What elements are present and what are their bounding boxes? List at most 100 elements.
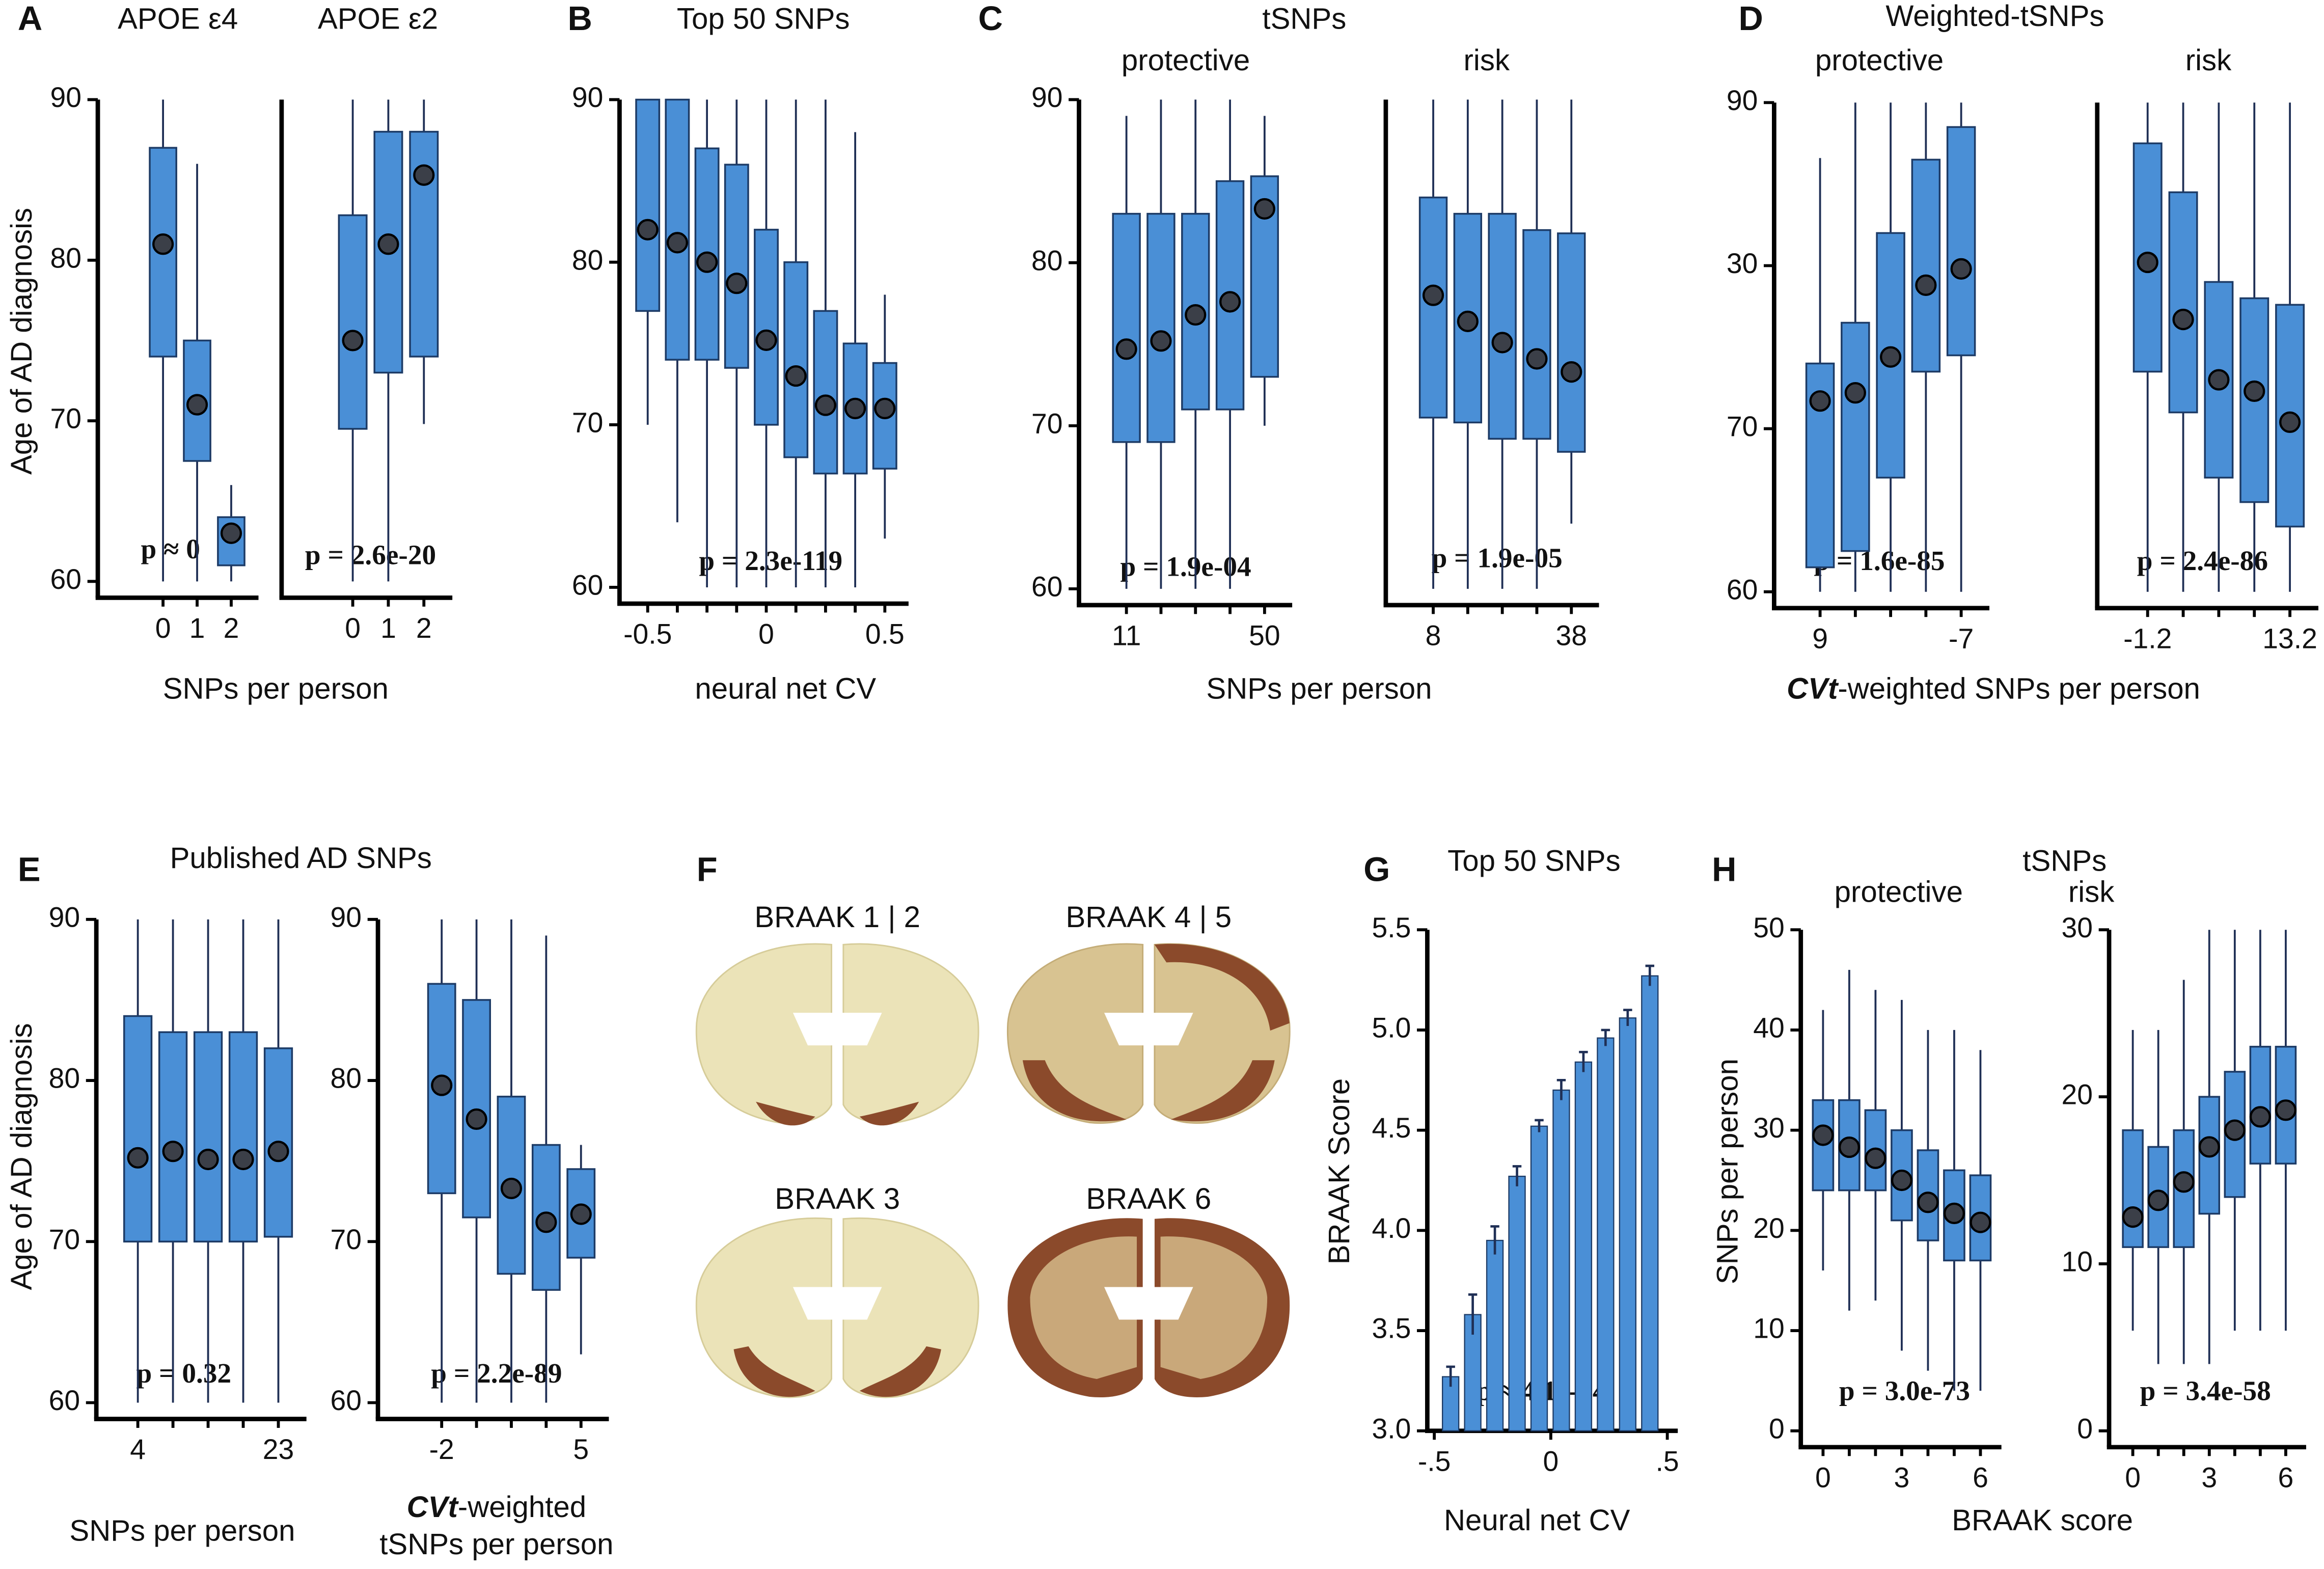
mean-dot <box>1917 1192 1939 1213</box>
p-value: p = 3.0e-73 <box>1839 1375 1970 1406</box>
mean-dot <box>2172 309 2194 331</box>
y-tick-label: 4.0 <box>1372 1212 1411 1244</box>
mean-dot <box>1491 332 1513 354</box>
mean-dot <box>127 1147 149 1169</box>
x-tick-label: 8 <box>1426 620 1441 652</box>
x-axis-label-text: BRAAK score <box>1952 1504 2133 1537</box>
x-axis-label-text: SNPs per person <box>1206 672 1432 706</box>
y-axis-label: BRAAK Score <box>1323 1078 1356 1264</box>
brain-stage-6 <box>1007 1218 1290 1397</box>
box <box>754 229 779 426</box>
x-tick-label: 6 <box>1973 1462 1988 1493</box>
y-tick-label: 20 <box>1753 1212 1784 1244</box>
mean-dot <box>1970 1211 1991 1233</box>
y-tick-label: 5.0 <box>1372 1012 1411 1044</box>
box <box>813 310 838 475</box>
x-tick-label: 5 <box>573 1433 589 1465</box>
y-tick-label: 3.5 <box>1372 1313 1411 1344</box>
y-tick-label: 70 <box>1031 408 1063 439</box>
mean-dot <box>1915 274 1937 296</box>
chart-title: APOE ε4 <box>118 3 238 36</box>
x-tick-label: 50 <box>1249 620 1280 652</box>
mean-dot <box>726 273 748 294</box>
mean-dot <box>1422 284 1444 306</box>
x-axis-label-text: SNPs per person <box>163 672 389 706</box>
mean-dot <box>2198 1136 2220 1158</box>
x-axis-label: BRAAK score <box>1952 1504 2133 1537</box>
mean-dot <box>1950 258 1972 280</box>
box <box>2168 191 2198 414</box>
mean-dot <box>377 233 399 255</box>
mean-dot <box>2173 1171 2195 1193</box>
box <box>724 164 749 369</box>
mean-dot <box>152 233 174 255</box>
x-axis-label-text: -weighted <box>458 1491 586 1524</box>
y-tick-label: 30 <box>1753 1112 1784 1144</box>
mean-dot <box>1809 390 1831 412</box>
x-axis-label-text: neural net CV <box>695 672 876 706</box>
box <box>635 98 661 312</box>
mean-dot <box>2279 411 2301 433</box>
box <box>1112 212 1141 443</box>
panel-letter: A <box>18 0 42 38</box>
x-tick-label: -0.5 <box>623 618 672 650</box>
mean-dot <box>874 397 896 420</box>
chart-title: Top 50 SNPs <box>1447 845 1621 878</box>
x-tick-label: 4 <box>130 1433 146 1465</box>
y-tick-label: 70 <box>49 1224 80 1255</box>
chart-title: tSNPs <box>1262 3 1346 36</box>
box <box>1522 229 1551 440</box>
box <box>228 1031 258 1243</box>
y-tick-label: 70 <box>572 407 603 438</box>
y-tick-label: 5.5 <box>1372 912 1411 943</box>
y-tick-label: 80 <box>572 244 603 276</box>
x-tick-label: -7 <box>1949 623 1974 654</box>
mean-dot <box>666 232 689 254</box>
p-value: p = 3.4e-58 <box>2140 1375 2271 1406</box>
mean-dot <box>1865 1147 1886 1169</box>
y-tick-label: 90 <box>331 901 362 933</box>
mean-dot <box>1526 348 1548 370</box>
x-tick-label: 1 <box>189 612 205 644</box>
box <box>1488 212 1517 440</box>
y-tick-label: 10 <box>2062 1246 2093 1278</box>
x-tick-label: 3 <box>2201 1462 2217 1493</box>
mean-dot <box>197 1148 219 1171</box>
chart-title: APOE ε2 <box>318 3 438 36</box>
box <box>2249 1045 2272 1165</box>
y-tick-label: 20 <box>2062 1079 2093 1111</box>
mean-dot <box>844 397 866 420</box>
y-tick-label: 60 <box>1727 574 1758 605</box>
x-tick-label: .5 <box>1656 1445 1679 1477</box>
y-tick-label: 60 <box>331 1385 362 1416</box>
x-tick-label: 0 <box>345 612 361 644</box>
y-tick-label: 30 <box>2062 912 2093 943</box>
mean-dot <box>186 394 208 416</box>
mean-dot <box>535 1211 557 1233</box>
mean-dot <box>1115 338 1137 360</box>
x-axis-label-emphasis: CVt <box>1787 672 1839 706</box>
x-tick-label: 13.2 <box>2262 623 2317 654</box>
x-tick-label: -1.2 <box>2123 623 2172 654</box>
mean-dot <box>431 1074 453 1096</box>
y-tick-label: 3.0 <box>1372 1413 1411 1444</box>
mean-dot <box>1943 1202 1965 1225</box>
mean-dot <box>500 1177 523 1200</box>
braak-label: BRAAK 1 | 2 <box>754 901 920 934</box>
y-axis-label: Age of AD diagnosis <box>5 208 38 475</box>
x-tick-label: -.5 <box>1418 1445 1451 1477</box>
y-tick-label: 4.5 <box>1372 1112 1411 1144</box>
box <box>1911 158 1941 373</box>
x-tick-label: 23 <box>263 1433 294 1465</box>
p-value: p ≈ 0 <box>141 533 200 564</box>
p-value: p = 1.6e-85 <box>1814 545 1945 576</box>
y-tick-label: 40 <box>1753 1012 1784 1044</box>
y-axis-label: SNPs per person <box>1711 1059 1744 1284</box>
mean-dot <box>755 329 777 351</box>
box <box>2122 1129 2144 1248</box>
x-tick-label: -2 <box>429 1433 454 1465</box>
brain-stage-1-2 <box>695 943 979 1126</box>
mean-dot <box>1879 346 1902 368</box>
y-tick-label: 0 <box>2077 1413 2093 1444</box>
y-tick-label: 80 <box>331 1063 362 1094</box>
